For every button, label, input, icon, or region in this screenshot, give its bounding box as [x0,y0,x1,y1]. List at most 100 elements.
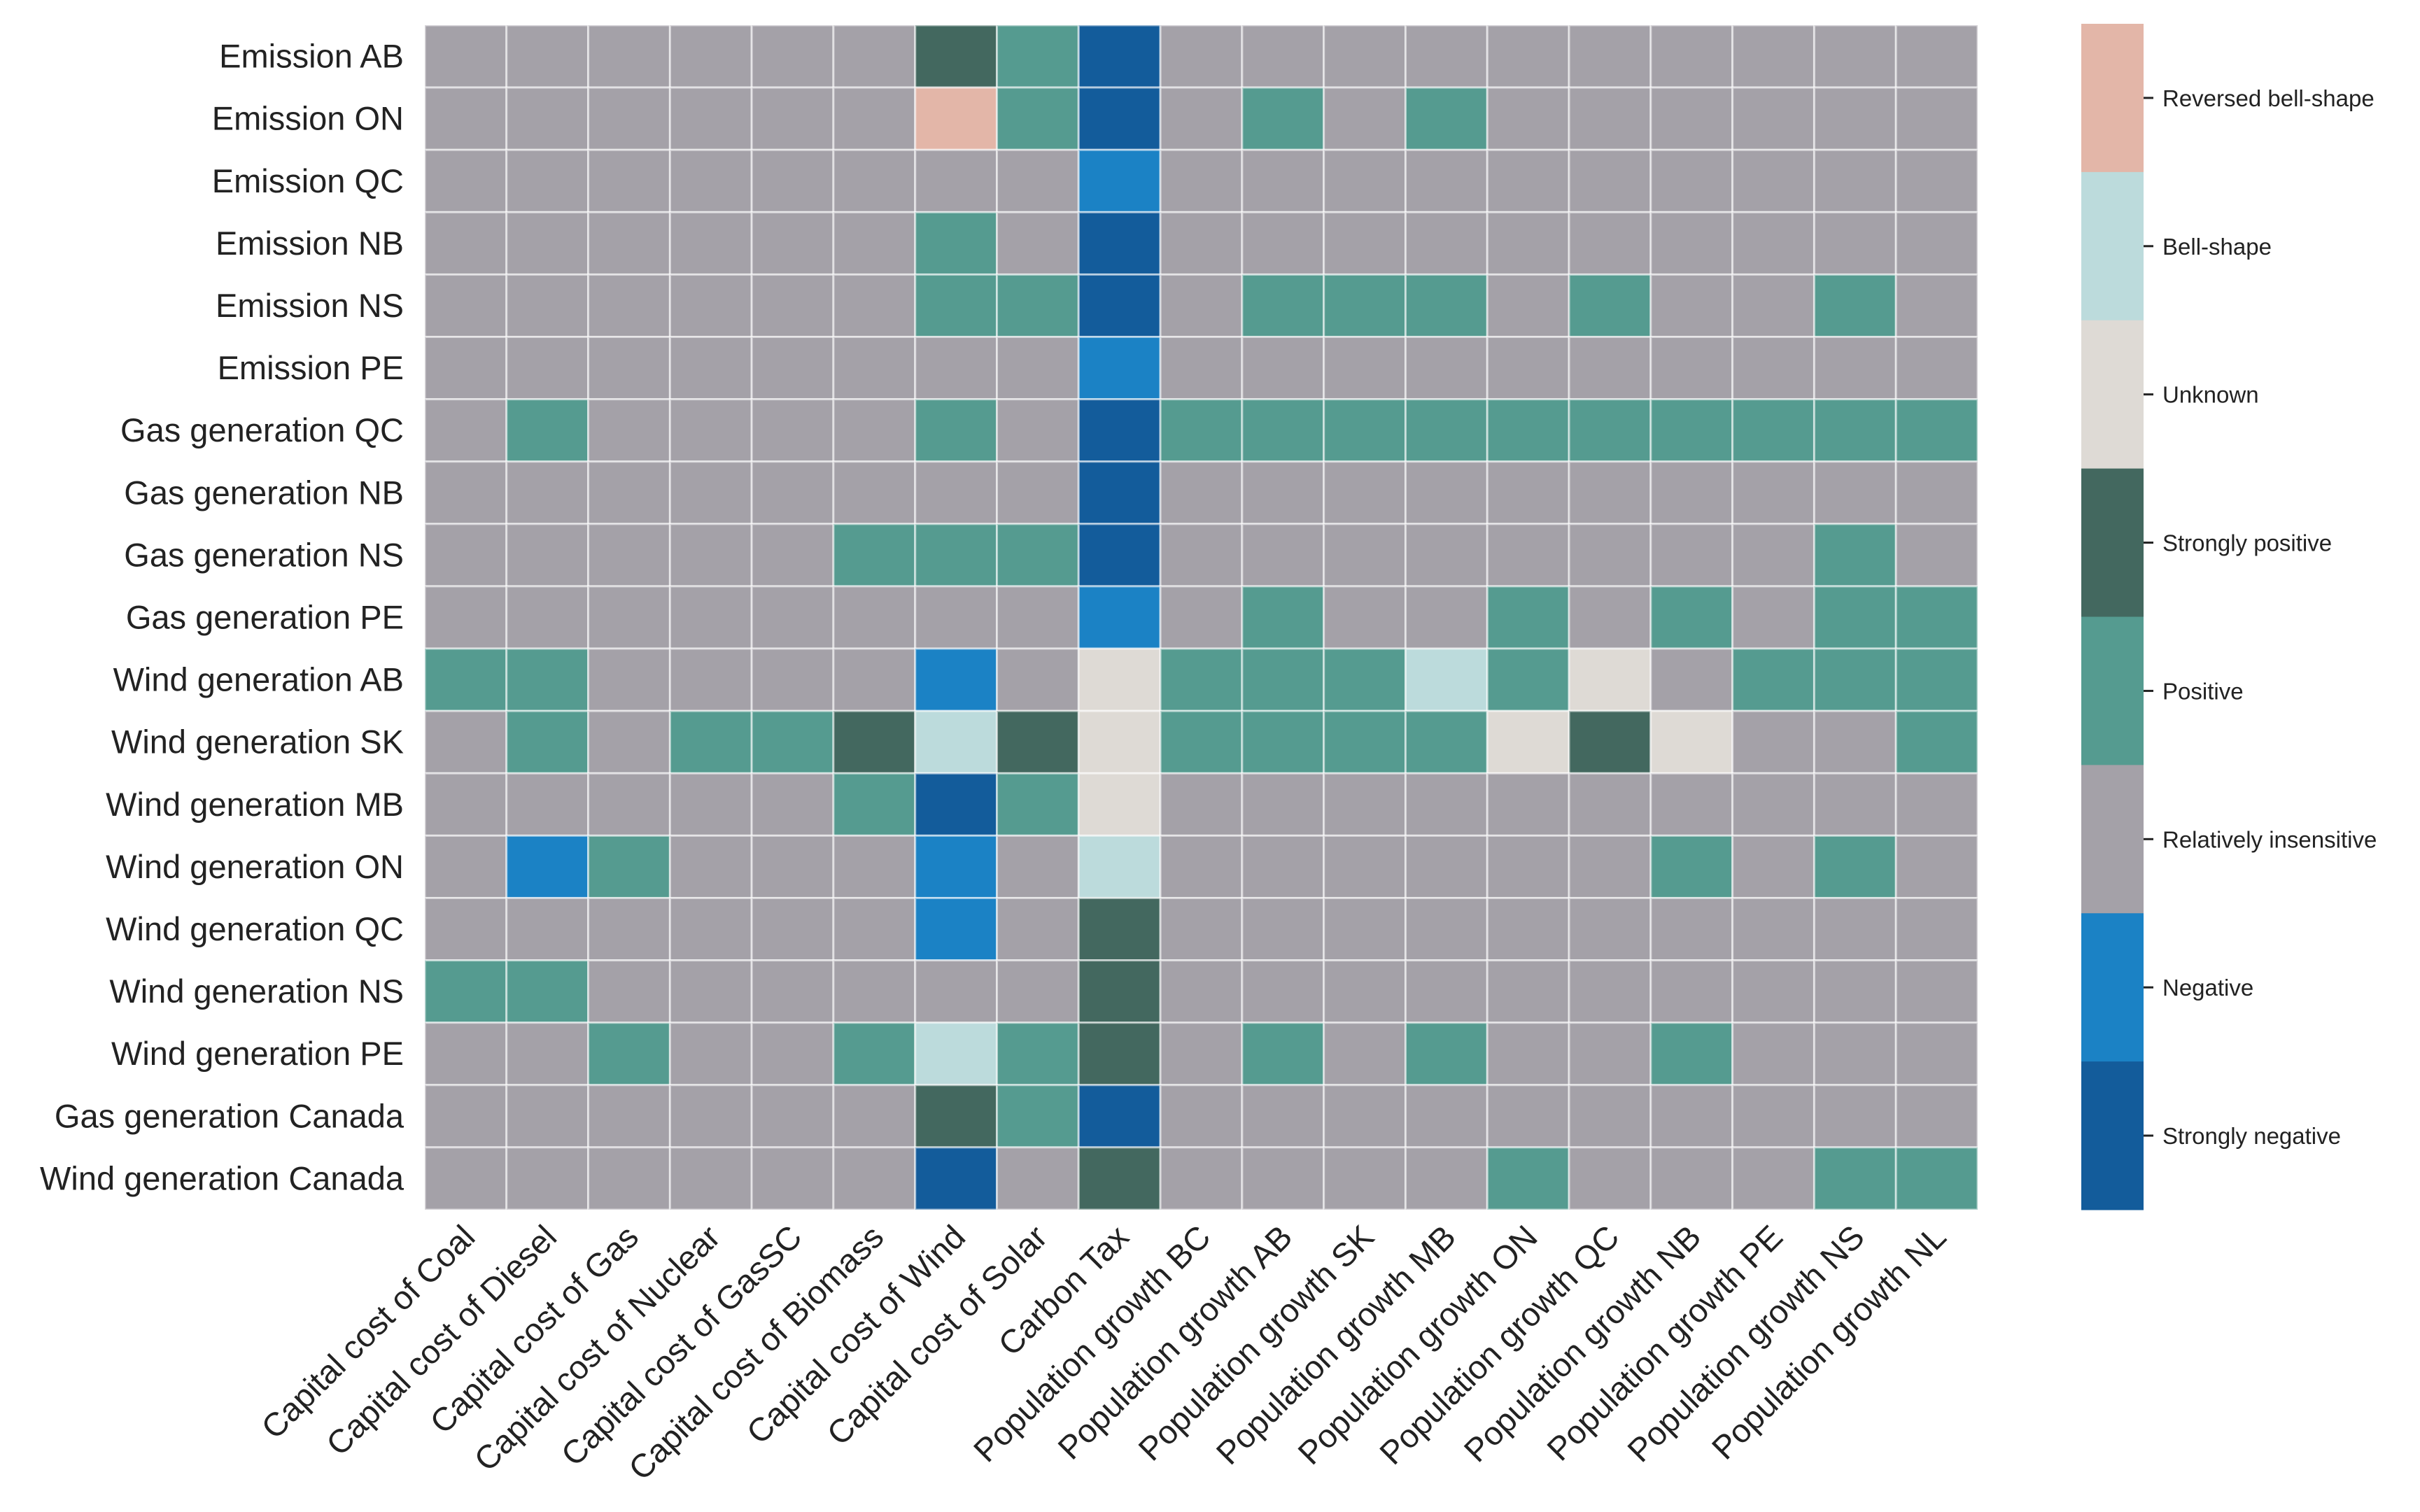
heatmap-cell [1241,585,1325,650]
colorbar-label: Relatively insensitive [2162,826,2377,852]
heatmap-cell [423,1146,508,1211]
heatmap-cell [668,647,753,712]
heatmap-cell [832,336,917,401]
heatmap-cell [668,896,753,962]
row-label: Emission PE [218,349,404,386]
heatmap-cell [505,896,590,962]
heatmap-cell [505,647,590,712]
heatmap-cell [1486,1146,1570,1211]
heatmap-cell [1813,148,1897,213]
heatmap-cell [1077,959,1162,1024]
heatmap-cell [832,273,917,339]
heatmap-cell [423,24,508,89]
heatmap-cell [423,336,508,401]
heatmap-cell [423,709,508,775]
heatmap-cell [668,1146,753,1211]
heatmap-cell [1077,336,1162,401]
heatmap-cell [668,1022,753,1087]
heatmap-cell [1159,273,1244,339]
heatmap-cell [1813,647,1897,712]
heatmap-cell [914,585,999,650]
heatmap-cell [1077,523,1162,588]
row-label: Gas generation PE [126,599,404,636]
heatmap-cell [1568,959,1652,1024]
heatmap-cell [1649,959,1734,1024]
heatmap-cell [1323,211,1407,276]
heatmap-cell [1404,24,1489,89]
heatmap-cell [1159,772,1244,837]
heatmap-cell [1486,148,1570,213]
heatmap-cell [668,273,753,339]
heatmap-cell [1159,1084,1244,1149]
heatmap-cell [1077,148,1162,213]
heatmap-cell [1404,273,1489,339]
row-label: Emission QC [212,162,404,199]
heatmap-cell [1486,959,1570,1024]
heatmap-cell [587,24,671,89]
heatmap-cell [1486,523,1570,588]
heatmap-cell [996,647,1080,712]
heatmap-cell [1568,273,1652,339]
heatmap-cell [1159,896,1244,962]
row-label: Wind generation PE [111,1035,404,1072]
heatmap-cell [1731,959,1815,1024]
heatmap-cell [505,211,590,276]
heatmap-cell [1568,523,1652,588]
heatmap-cell [1731,211,1815,276]
heatmap-cell [1568,709,1652,775]
heatmap-cell [1568,24,1652,89]
heatmap-cell [1649,460,1734,525]
heatmap-cell [1159,1022,1244,1087]
heatmap-cell [1568,86,1652,151]
heatmap-cell [1731,1084,1815,1149]
row-labels: Emission AB Emission ON Emission QC Emissio… [40,38,404,1197]
heatmap-cell [505,148,590,213]
heatmap-cell [1323,273,1407,339]
heatmap-cell [914,1022,999,1087]
heatmap-cell [750,523,835,588]
heatmap-cell [423,647,508,712]
heatmap-cell [750,460,835,525]
heatmap-cell [1323,834,1407,899]
heatmap-cell [1568,1084,1652,1149]
row-label: Emission AB [219,38,404,75]
heatmap-cell [587,336,671,401]
heatmap-cell [1568,398,1652,463]
heatmap-cell [1568,148,1652,213]
heatmap-cell [1894,959,1979,1024]
heatmap-cell [1404,647,1489,712]
heatmap-cell [914,460,999,525]
heatmap-cell [1568,336,1652,401]
heatmap-cell [1486,86,1570,151]
heatmap-cell [914,647,999,712]
heatmap-cell [423,86,508,151]
heatmap-cell [423,959,508,1024]
heatmap-cell [1649,523,1734,588]
row-label: Emission NB [216,225,404,262]
heatmap-cell [587,273,671,339]
heatmap-cell [1159,398,1244,463]
heatmap-cell [1241,273,1325,339]
heatmap-cell [750,959,835,1024]
heatmap-cell [1404,523,1489,588]
heatmap-cell [423,273,508,339]
heatmap-cell [1813,1022,1897,1087]
heatmap-cell [668,86,753,151]
heatmap-cell [1568,585,1652,650]
heatmap-cell [1159,148,1244,213]
heatmap-cell [996,148,1080,213]
heatmap-cell [1077,24,1162,89]
row-label: Wind generation QC [106,910,404,947]
heatmap-cell [1159,460,1244,525]
heatmap-cell [1649,834,1734,899]
heatmap-cell [1323,148,1407,213]
heatmap-cell [587,834,671,899]
row-label: Emission ON [212,100,404,137]
heatmap-cell [423,772,508,837]
heatmap-cell [505,959,590,1024]
heatmap-cell [1813,834,1897,899]
heatmap-cell [1731,647,1815,712]
heatmap-cell [1323,460,1407,525]
heatmap-cell [505,24,590,89]
heatmap-cell [1731,336,1815,401]
